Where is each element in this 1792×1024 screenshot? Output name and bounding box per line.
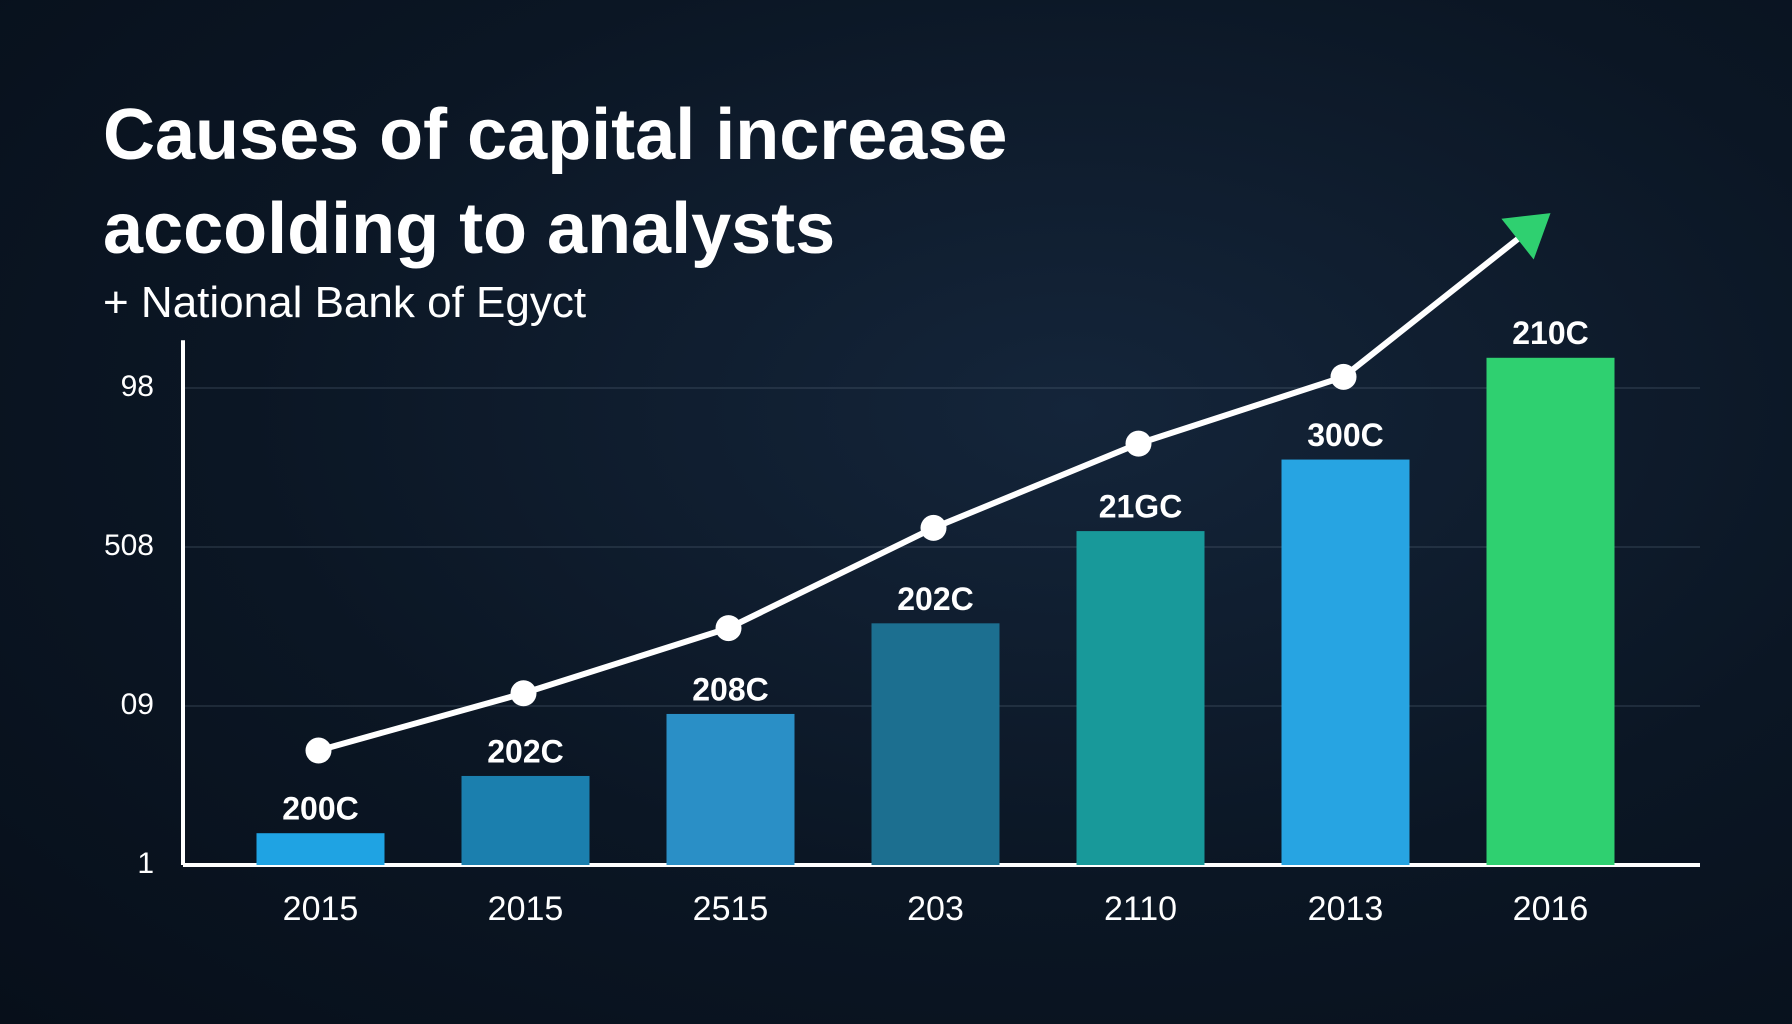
x-tick-label: 2013 bbox=[1308, 890, 1384, 928]
bar-label: 21GC bbox=[1099, 489, 1183, 525]
bar bbox=[871, 623, 1000, 865]
bar bbox=[666, 713, 795, 865]
x-tick-label: 2016 bbox=[1513, 890, 1589, 928]
bar bbox=[1486, 357, 1615, 865]
x-tick-label: 2015 bbox=[283, 890, 359, 928]
x-tick-label: 2110 bbox=[1104, 890, 1177, 928]
chart-subtitle: + National Bank of Egyct bbox=[103, 278, 587, 327]
line-point bbox=[715, 615, 742, 642]
x-tick-label: 203 bbox=[907, 890, 964, 928]
trend-arrow bbox=[1501, 213, 1551, 260]
y-tick-label: 98 bbox=[121, 370, 154, 403]
x-tick-label: 2015 bbox=[488, 890, 564, 928]
line-point bbox=[920, 514, 947, 541]
bar bbox=[1076, 531, 1205, 865]
y-tick-label: 09 bbox=[121, 688, 154, 721]
line-point bbox=[1330, 363, 1357, 390]
bar bbox=[1281, 459, 1410, 865]
bar-label: 202C bbox=[897, 581, 974, 617]
y-tick-label: 1 bbox=[137, 847, 154, 880]
bar bbox=[256, 833, 385, 865]
bar-label: 208C bbox=[692, 671, 769, 707]
y-tick-label: 508 bbox=[104, 529, 154, 562]
line-point bbox=[510, 680, 537, 707]
line-point bbox=[305, 737, 332, 764]
bar bbox=[461, 775, 590, 865]
bar-label: 200C bbox=[282, 791, 359, 827]
chart-title: Causes of capital increase accolding to … bbox=[103, 95, 1008, 269]
line-point bbox=[1125, 430, 1152, 457]
x-tick-label: 2515 bbox=[693, 890, 769, 928]
bar-label: 210C bbox=[1512, 315, 1589, 351]
bar-label: 300C bbox=[1307, 417, 1384, 453]
bar-label: 202C bbox=[487, 733, 564, 769]
